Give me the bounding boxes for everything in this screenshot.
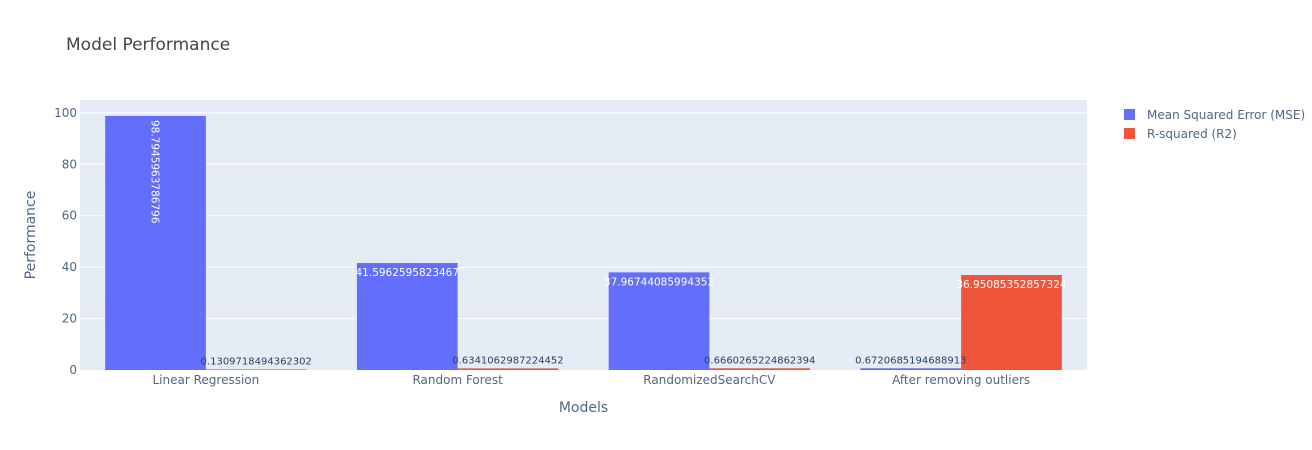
- data-label: 0.6660265224862394: [704, 355, 815, 366]
- bar-mse[interactable]: [105, 115, 206, 370]
- plot-area: [80, 100, 1087, 370]
- bar-mse[interactable]: [860, 368, 962, 370]
- bar-r2[interactable]: [961, 274, 1062, 370]
- y-tick-label: 40: [62, 260, 77, 274]
- data-label: 41.5962595823467: [356, 267, 460, 279]
- data-label: 0.1309718494362302: [201, 357, 312, 368]
- bars: [105, 115, 1062, 370]
- y-tick-label: 80: [62, 157, 77, 171]
- legend-swatch[interactable]: [1124, 109, 1135, 120]
- y-tick-label: 0: [69, 363, 77, 377]
- x-axis-ticks: Linear Regression Random Forest Randomized…: [153, 373, 1031, 387]
- bar-mse[interactable]: [356, 263, 458, 370]
- y-axis-title: Performance: [23, 191, 39, 280]
- x-tick-label: After removing outliers: [892, 373, 1030, 387]
- y-tick-label: 100: [54, 106, 77, 120]
- x-tick-label: Random Forest: [412, 373, 503, 387]
- data-label: 98.7945963786796: [149, 120, 161, 224]
- bar-mse[interactable]: [608, 272, 710, 370]
- bar-r2[interactable]: [457, 368, 559, 370]
- legend[interactable]: Mean Squared Error (MSE) R-squared (R2): [1124, 108, 1305, 141]
- y-axis-ticks: 0 20 40 60 80 100: [54, 106, 77, 377]
- x-tick-label: RandomizedSearchCV: [643, 373, 776, 387]
- y-tick-label: 60: [62, 209, 77, 223]
- data-label: 36.95085352857324: [956, 279, 1067, 291]
- bar-r2[interactable]: [205, 369, 307, 370]
- data-labels: 98.7945963786796 0.1309718494362302 41.596…: [149, 120, 1067, 368]
- bar-r2[interactable]: [709, 368, 811, 370]
- gridlines: [80, 112, 1087, 320]
- chart-title: Model Performance: [66, 35, 230, 55]
- x-tick-label: Linear Regression: [153, 373, 260, 387]
- x-axis-title: Models: [559, 400, 608, 416]
- data-label: 37.96744085994352: [604, 276, 714, 288]
- y-tick-label: 20: [62, 312, 77, 326]
- legend-swatch[interactable]: [1124, 128, 1135, 139]
- legend-label[interactable]: R-squared (R2): [1147, 127, 1237, 141]
- legend-label[interactable]: Mean Squared Error (MSE): [1147, 108, 1305, 122]
- data-label: 0.6720685194688913: [855, 355, 966, 366]
- data-label: 0.6341062987224452: [452, 355, 563, 366]
